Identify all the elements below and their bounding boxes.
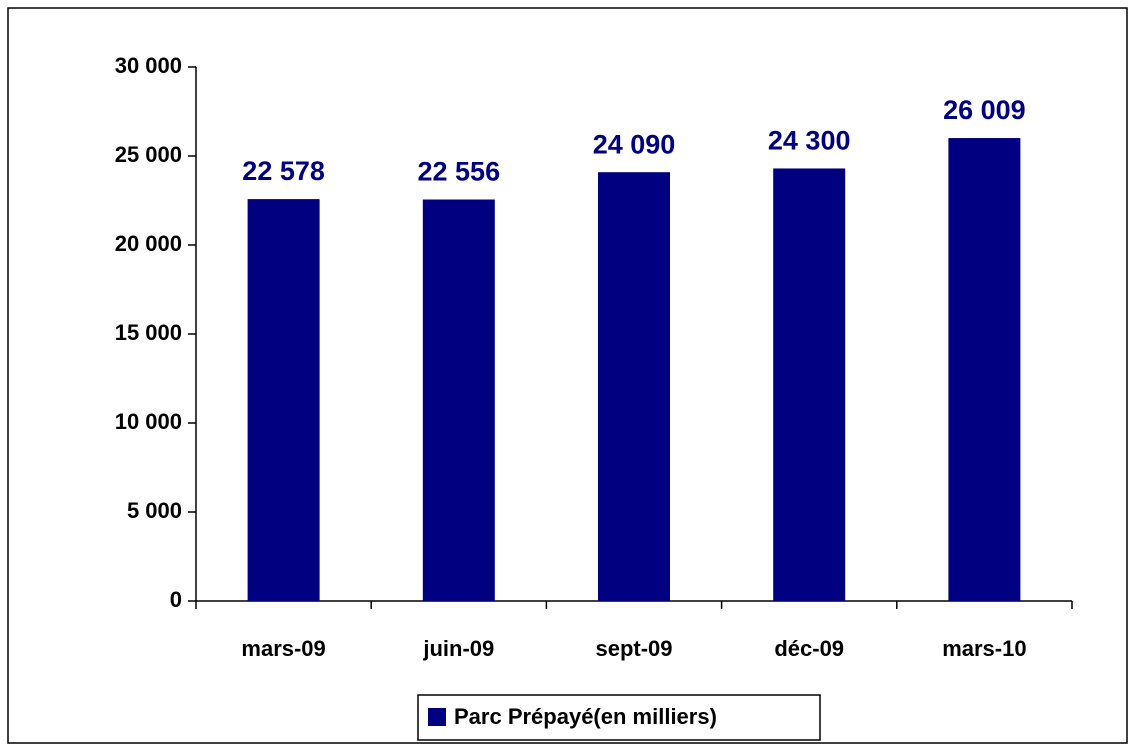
bar <box>773 168 846 601</box>
y-tick-label: 30 000 <box>115 53 182 78</box>
y-tick-label: 20 000 <box>115 231 182 256</box>
bar <box>598 172 670 601</box>
x-tick-label: juin-09 <box>422 636 494 661</box>
data-label: 26 009 <box>943 95 1026 125</box>
legend-swatch <box>428 708 446 726</box>
x-tick-label: déc-09 <box>774 636 844 661</box>
x-tick-label: sept-09 <box>595 636 672 661</box>
bar <box>948 138 1021 601</box>
chart-border <box>7 7 1128 744</box>
data-label: 24 300 <box>768 126 851 156</box>
y-tick-label: 25 000 <box>115 142 182 167</box>
legend-box <box>417 694 821 741</box>
y-tick-label: 0 <box>170 587 182 612</box>
x-tick-label: mars-10 <box>942 636 1026 661</box>
data-label: 22 556 <box>418 157 501 187</box>
y-tick-label: 15 000 <box>115 320 182 345</box>
data-label: 24 090 <box>593 129 676 159</box>
y-tick-label: 5 000 <box>127 498 182 523</box>
x-tick-label: mars-09 <box>241 636 325 661</box>
y-tick-label: 10 000 <box>115 409 182 434</box>
data-label: 22 578 <box>242 156 325 186</box>
bar <box>247 199 320 601</box>
bar <box>422 199 495 601</box>
legend-label: Parc Prépayé(en milliers) <box>454 704 717 729</box>
